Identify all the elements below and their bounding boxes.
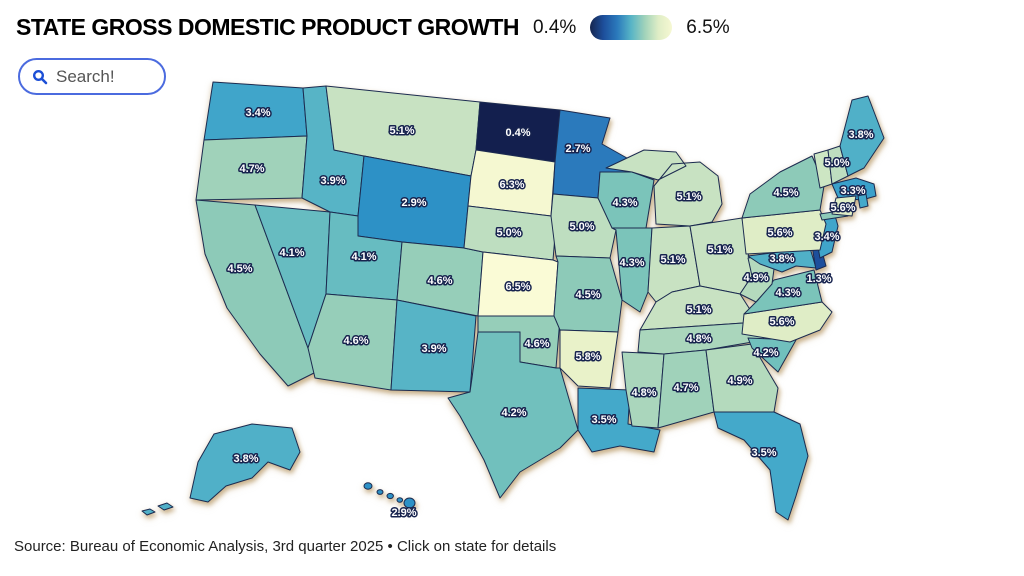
state-ME[interactable] [839,95,885,177]
state-value-label-HI: 2.9% [391,507,416,519]
legend-max-label: 6.5% [686,16,730,38]
state-OR[interactable] [195,135,308,201]
state-GA[interactable] [705,343,779,413]
legend-gradient-pill [590,15,673,40]
state-MO[interactable] [553,255,623,333]
legend-min-label: 0.4% [532,16,577,38]
source-note: Source: Bureau of Economic Analysis, 3rd… [14,538,557,555]
page-title: STATE GROSS DOMESTIC PRODUCT GROWTH [16,14,519,40]
state-CT[interactable] [831,195,857,217]
header: STATE GROSS DOMESTIC PRODUCT GROWTH 0.4%… [16,14,730,41]
search-input[interactable]: Search! [18,58,166,95]
states-layer [141,81,885,521]
state-TX[interactable] [447,331,579,499]
state-KS[interactable] [477,251,559,317]
state-AR[interactable] [559,329,619,389]
state-NM[interactable] [390,299,477,393]
state-SD[interactable] [467,149,556,217]
state-AZ[interactable] [307,293,398,391]
state-OH[interactable] [689,217,753,295]
state-AK[interactable] [141,423,301,516]
state-FL[interactable] [713,411,809,521]
state-WA[interactable] [203,81,308,141]
state-HI[interactable] [363,482,416,509]
state-AL[interactable] [657,349,715,429]
state-RI[interactable] [857,193,869,209]
search-placeholder: Search! [56,66,115,86]
search-icon [32,69,48,84]
